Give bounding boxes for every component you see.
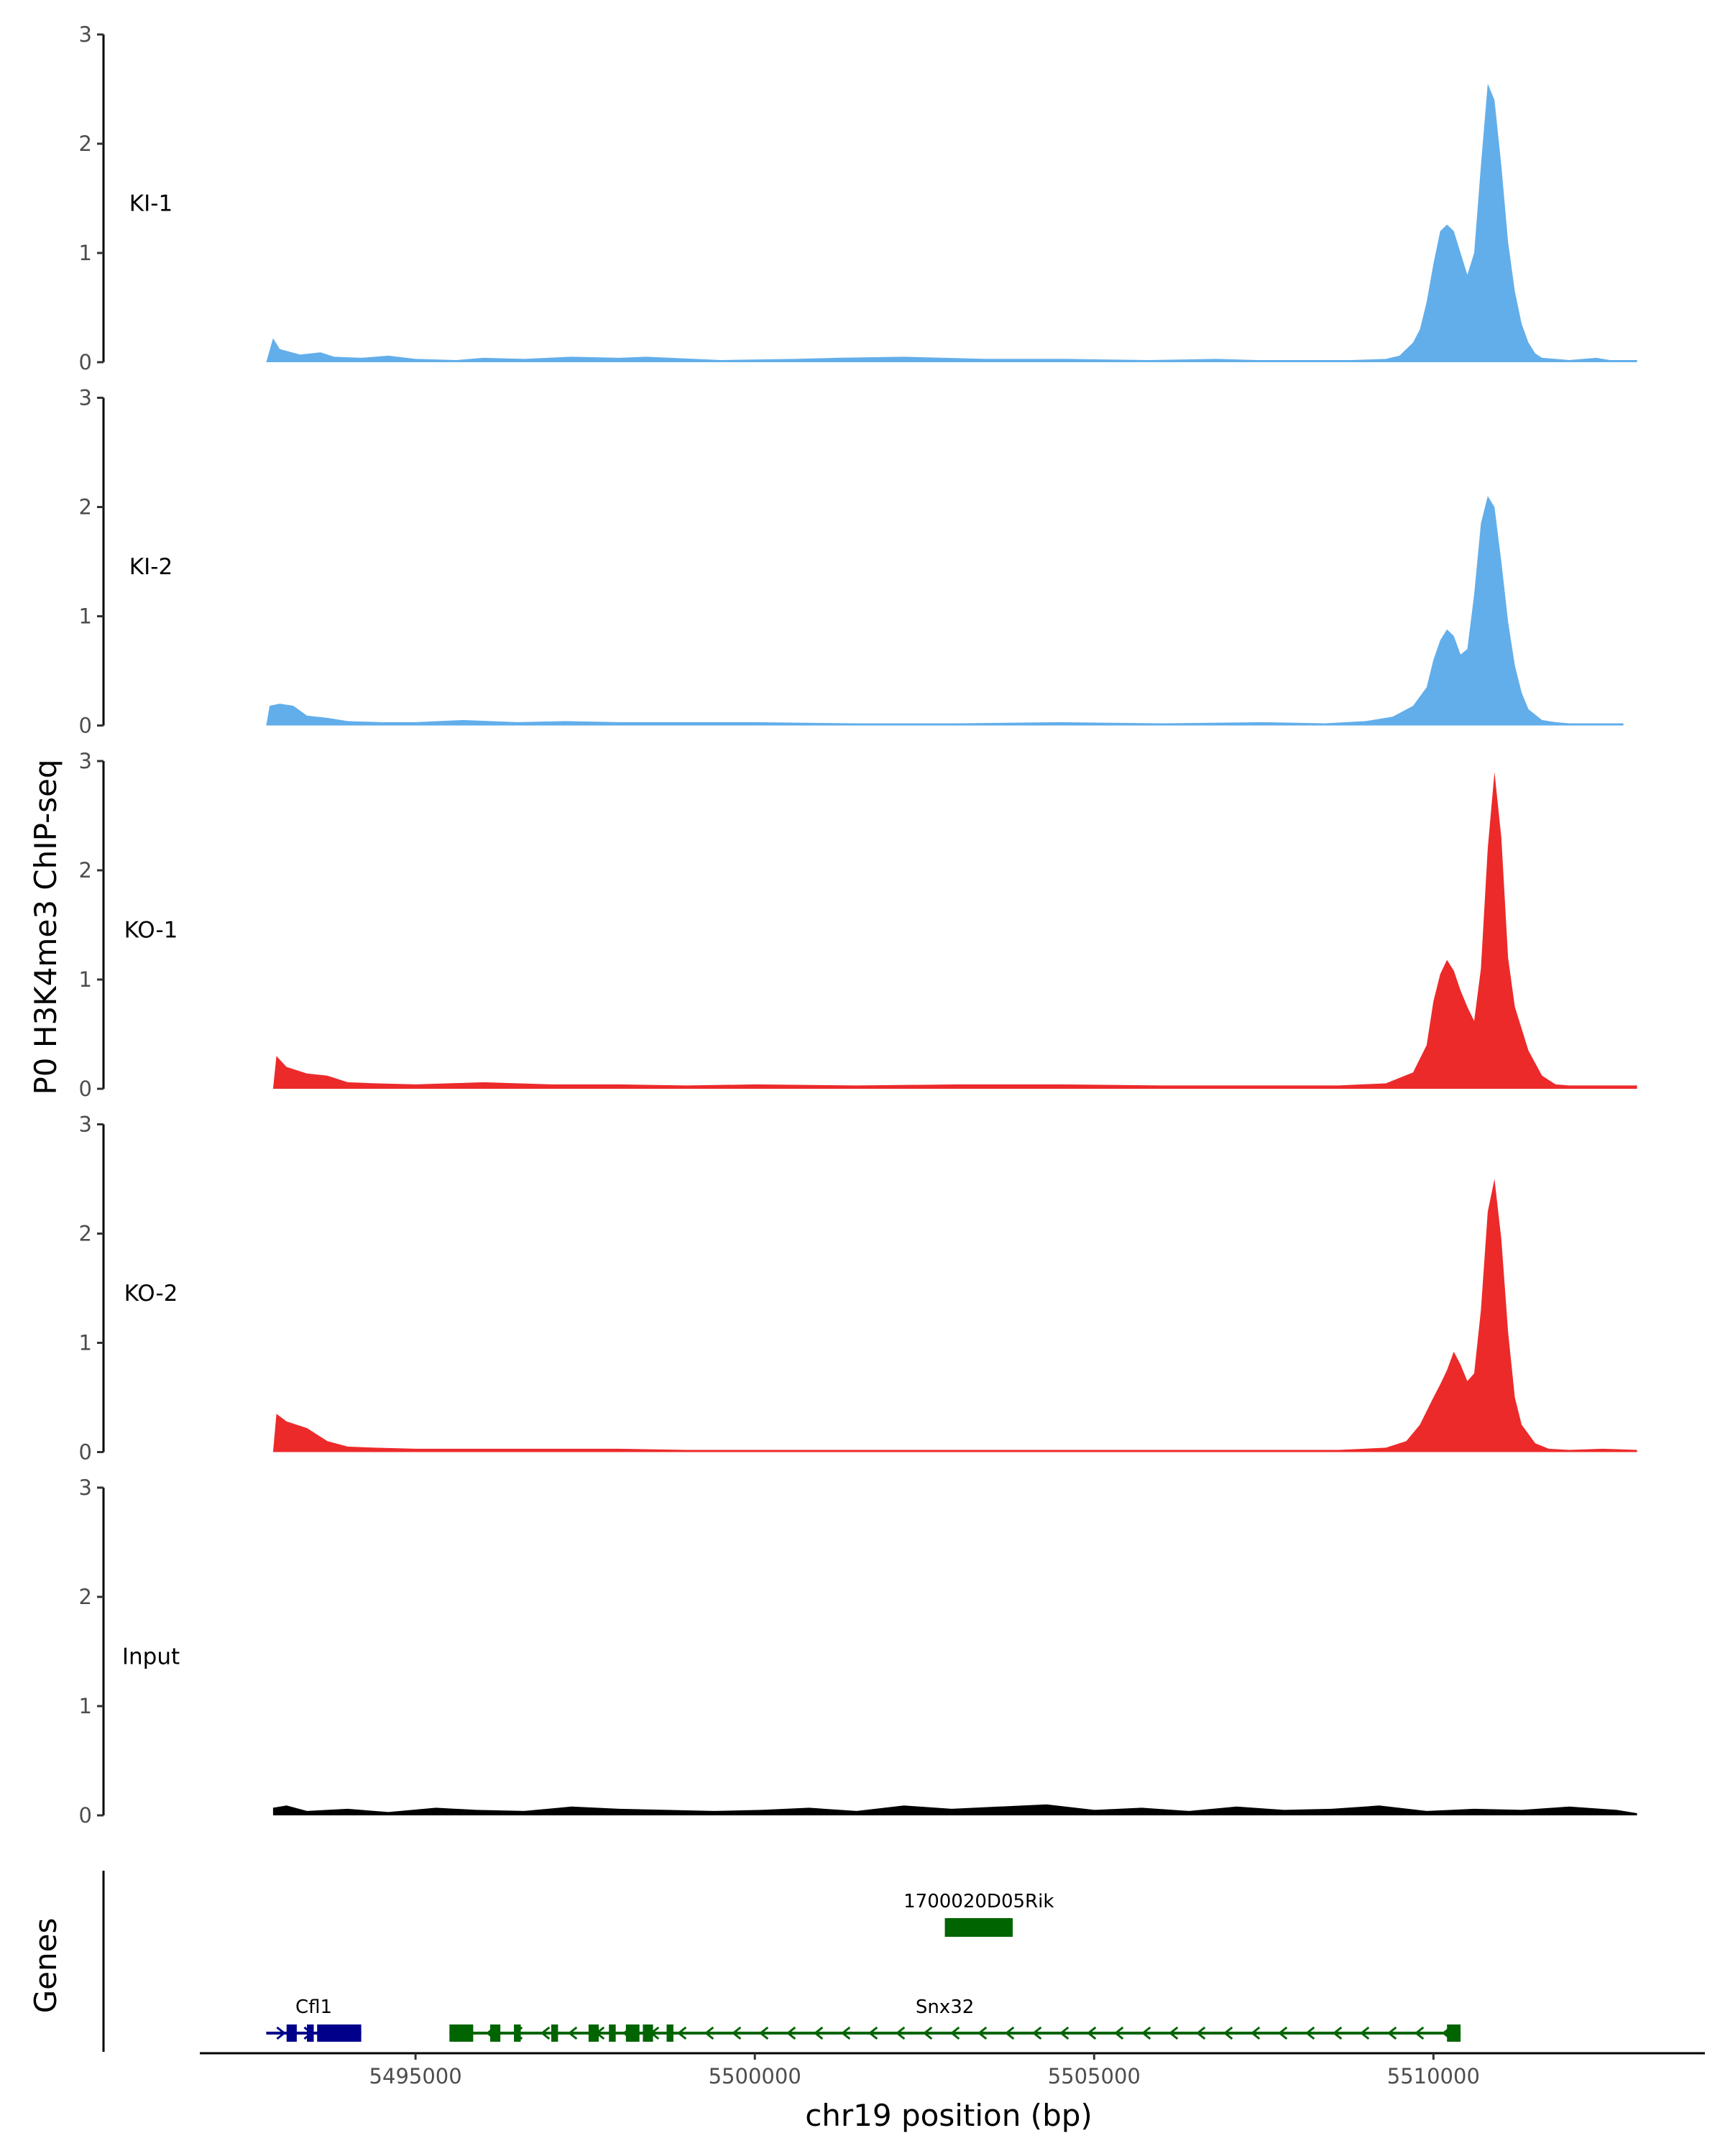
gene-exon (317, 2024, 362, 2042)
strand-arrow (1113, 2026, 1124, 2040)
y-tick-label: 1 (79, 241, 92, 265)
track-label: KI-2 (129, 554, 172, 580)
y-tick-label: 3 (79, 749, 92, 773)
signal-area (266, 83, 1637, 363)
x-axis: 5495000 5500000 5505000 5510000 (200, 2052, 1705, 2088)
y-tick-label: 3 (79, 386, 92, 410)
gene-snx32: Snx32 (449, 1996, 1461, 2042)
gene-cfl1: Cfl1 (266, 1996, 362, 2042)
strand-arrow (1168, 2026, 1179, 2040)
y-tick-label: 0 (79, 350, 92, 374)
gene-exon (286, 2024, 297, 2042)
gene-exon (514, 2024, 521, 2042)
y-tick-label: 0 (79, 1803, 92, 1828)
track-label: KI-1 (129, 191, 172, 217)
signal-area (272, 1179, 1637, 1452)
gene-exon (625, 2024, 640, 2042)
gene-label: Snx32 (916, 1996, 974, 2018)
strand-arrow (786, 2026, 796, 2040)
track-label: Input (122, 1644, 180, 1670)
gene-label: Cfl1 (295, 1996, 332, 2018)
strand-arrow (1195, 2026, 1206, 2040)
y-tick-label: 1 (79, 967, 92, 992)
y-axis-title: P0 H3K4me3 ChIP-seq (28, 759, 63, 1095)
strand-arrow (1250, 2026, 1261, 2040)
y-tick-label: 3 (79, 1112, 92, 1137)
gene-exon (643, 2024, 653, 2042)
strand-arrow (813, 2026, 824, 2040)
x-tick-label: 5500000 (709, 2064, 801, 2088)
strand-arrow (540, 2026, 551, 2040)
y-tick-label: 0 (79, 1440, 92, 1465)
strand-arrow (1305, 2026, 1315, 2040)
y-tick-label: 1 (79, 1694, 92, 1718)
strand-arrow (977, 2026, 988, 2040)
gene-label: 1700020D05Rik (903, 1891, 1054, 1912)
gene-exon (551, 2024, 558, 2042)
y-tick-label: 0 (79, 1077, 92, 1101)
y-tick-label: 1 (79, 604, 92, 629)
x-tick-label: 5505000 (1048, 2064, 1141, 2088)
strand-arrow (731, 2026, 742, 2040)
x-axis-title: chr19 position (bp) (805, 2098, 1092, 2133)
strand-arrow (676, 2026, 687, 2040)
y-tick-label: 3 (79, 22, 92, 47)
y-tick-label: 2 (79, 858, 92, 883)
strand-arrow (1059, 2026, 1070, 2040)
track-ki-2: 0 1 2 3 KI-2 (79, 386, 1624, 738)
track-ko-1: 0 1 2 3 KO-1 (79, 749, 1637, 1101)
strand-arrow (1004, 2026, 1015, 2040)
strand-arrow (1414, 2026, 1425, 2040)
strand-arrow (704, 2026, 714, 2040)
strand-arrow (1386, 2026, 1397, 2040)
strand-arrow (1223, 2026, 1233, 2040)
strand-arrow (1086, 2026, 1097, 2040)
gene-exon (1447, 2024, 1461, 2042)
strand-arrow (1141, 2026, 1151, 2040)
gene-exon (489, 2024, 501, 2042)
strand-arrow (758, 2026, 769, 2040)
signal-area (272, 772, 1637, 1089)
x-tick-label: 5510000 (1387, 2064, 1480, 2088)
y-tick-label: 2 (79, 132, 92, 156)
strand-arrow (840, 2026, 851, 2040)
strand-arrow (868, 2026, 878, 2040)
gene-exon (449, 2024, 474, 2042)
y-tick-label: 3 (79, 1475, 92, 1500)
strand-arrow (949, 2026, 960, 2040)
y-tick-label: 2 (79, 1222, 92, 1246)
track-ki-1: 0 1 2 3 KI-1 (79, 22, 1637, 374)
y-tick-label: 2 (79, 1585, 92, 1609)
gene-1700020d05rik: 1700020D05Rik (903, 1891, 1054, 1937)
strand-arrow (1031, 2026, 1042, 2040)
genes-track-title: Genes (28, 1918, 63, 2014)
y-tick-label: 2 (79, 495, 92, 520)
track-input: 0 1 2 3 Input (79, 1475, 1637, 1828)
strand-arrow (1277, 2026, 1288, 2040)
strand-arrow (1359, 2026, 1370, 2040)
gene-exon (609, 2024, 616, 2042)
gene-exon (666, 2024, 673, 2042)
signal-area (272, 1804, 1637, 1815)
track-label: KO-2 (124, 1281, 178, 1307)
gene-exon (307, 2024, 314, 2042)
strand-arrow (567, 2026, 578, 2040)
signal-tracks: 0 1 2 3 KI-1 0 1 2 3 KI-2 0 1 2 3 KO-1 0 1 2 3 KO-2 0 1 2 3 Inpu… (79, 22, 1637, 1828)
strand-arrow (895, 2026, 906, 2040)
gene-exon (944, 1918, 1013, 1937)
y-tick-label: 1 (79, 1331, 92, 1355)
y-tick-label: 0 (79, 714, 92, 738)
track-label: KO-1 (124, 918, 178, 944)
signal-area (266, 496, 1624, 726)
gene-exon (588, 2024, 599, 2042)
strand-arrow (276, 2026, 286, 2040)
genes-track: Cfl1 Snx32 1700020D05Rik (102, 1871, 1461, 2052)
track-ko-2: 0 1 2 3 KO-2 (79, 1112, 1637, 1465)
strand-arrow (1332, 2026, 1343, 2040)
x-tick-label: 5495000 (369, 2064, 462, 2088)
strand-arrow (922, 2026, 933, 2040)
